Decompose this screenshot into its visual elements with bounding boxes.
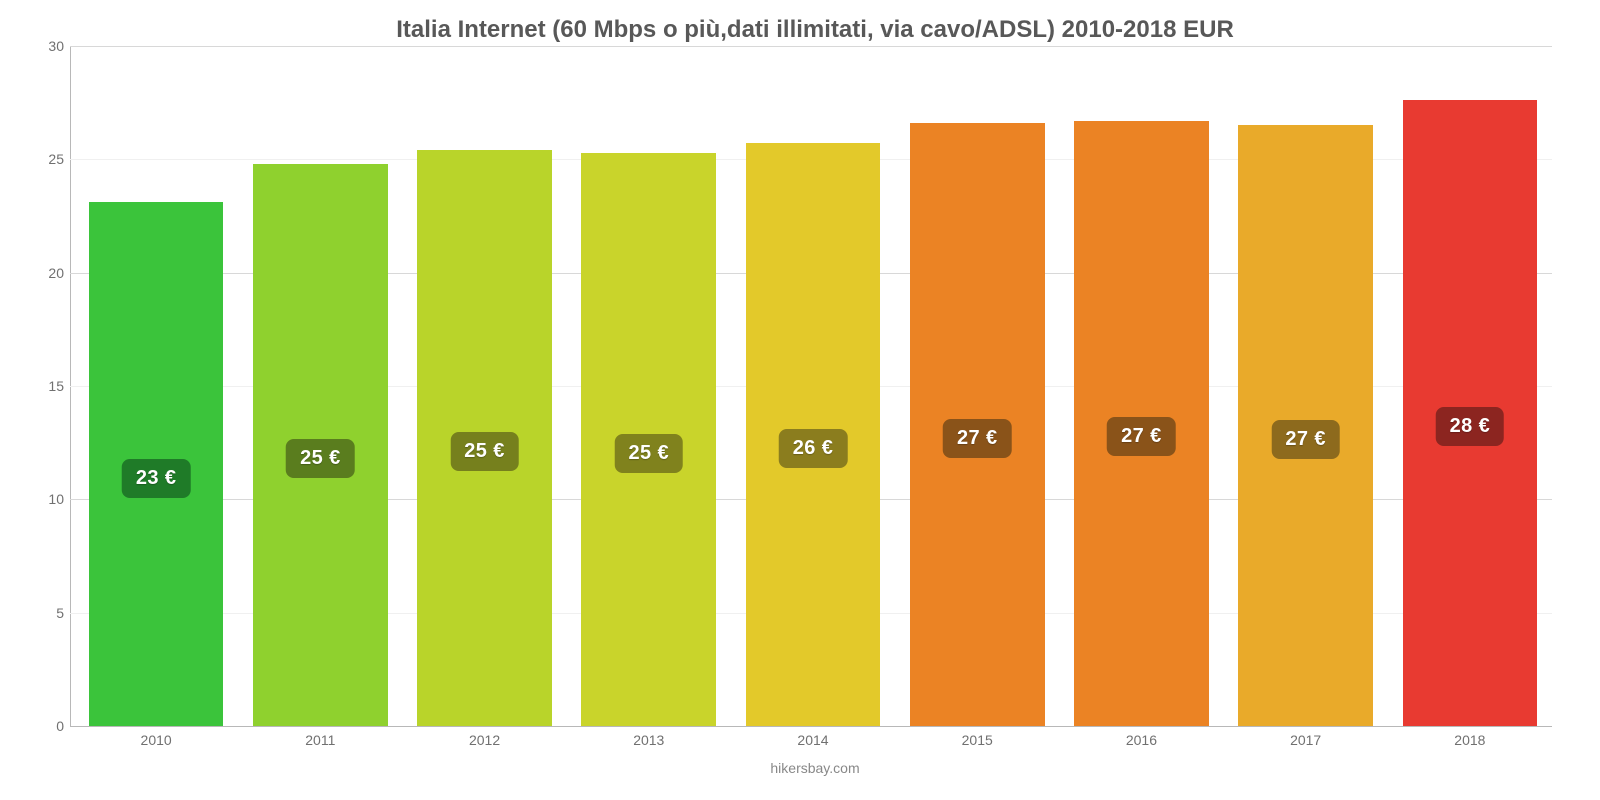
value-badge: 28 € [1436,407,1505,446]
y-tick-label: 20 [34,265,64,281]
bar: 25 € [253,164,388,726]
x-axis-labels: 201020112012201320142015201620172018 [74,732,1552,756]
bar: 25 € [417,150,552,726]
attribution: hikersbay.com [70,760,1560,776]
y-tick-label: 5 [34,605,64,621]
bar: 26 € [746,143,881,726]
value-badge: 23 € [122,459,191,498]
bar-slot: 25 € [567,46,731,726]
x-tick-label: 2017 [1224,732,1388,756]
value-badge: 27 € [943,419,1012,458]
bar-slot: 27 € [1059,46,1223,726]
y-tick-label: 25 [34,151,64,167]
bar-slot: 27 € [895,46,1059,726]
x-tick-label: 2018 [1388,732,1552,756]
value-badge: 26 € [779,429,848,468]
x-tick-label: 2011 [238,732,402,756]
value-badge: 25 € [286,439,355,478]
bar-slot: 28 € [1388,46,1552,726]
x-tick-label: 2013 [567,732,731,756]
bar: 27 € [1074,121,1209,726]
chart-title: Italia Internet (60 Mbps o più,dati illi… [70,16,1560,44]
bar-slot: 23 € [74,46,238,726]
bar: 28 € [1403,100,1538,726]
value-badge: 25 € [615,434,684,473]
plot-area: 051015202530 23 €25 €25 €25 €26 €27 €27 … [70,46,1560,726]
bar-slot: 25 € [402,46,566,726]
value-badge: 27 € [1107,417,1176,456]
gridline [70,726,1552,727]
chart-container: Italia Internet (60 Mbps o più,dati illi… [0,0,1600,800]
x-tick-label: 2010 [74,732,238,756]
y-tick-label: 15 [34,378,64,394]
value-badge: 27 € [1271,420,1340,459]
bar: 23 € [89,202,224,726]
bars-group: 23 € 25 € 25 € 25 € 26 € 27 € 27 € 27 € 28 € [74,46,1552,726]
y-tick-label: 10 [34,491,64,507]
x-tick-label: 2015 [895,732,1059,756]
bar-slot: 26 € [731,46,895,726]
y-tick-label: 0 [34,718,64,734]
x-tick-label: 2016 [1059,732,1223,756]
bar: 27 € [910,123,1045,726]
value-badge: 25 € [450,432,519,471]
x-tick-label: 2014 [731,732,895,756]
bar-slot: 27 € [1224,46,1388,726]
bar-slot: 25 € [238,46,402,726]
x-tick-label: 2012 [402,732,566,756]
bar: 25 € [581,153,716,726]
y-tick-label: 30 [34,38,64,54]
bar: 27 € [1238,125,1373,726]
